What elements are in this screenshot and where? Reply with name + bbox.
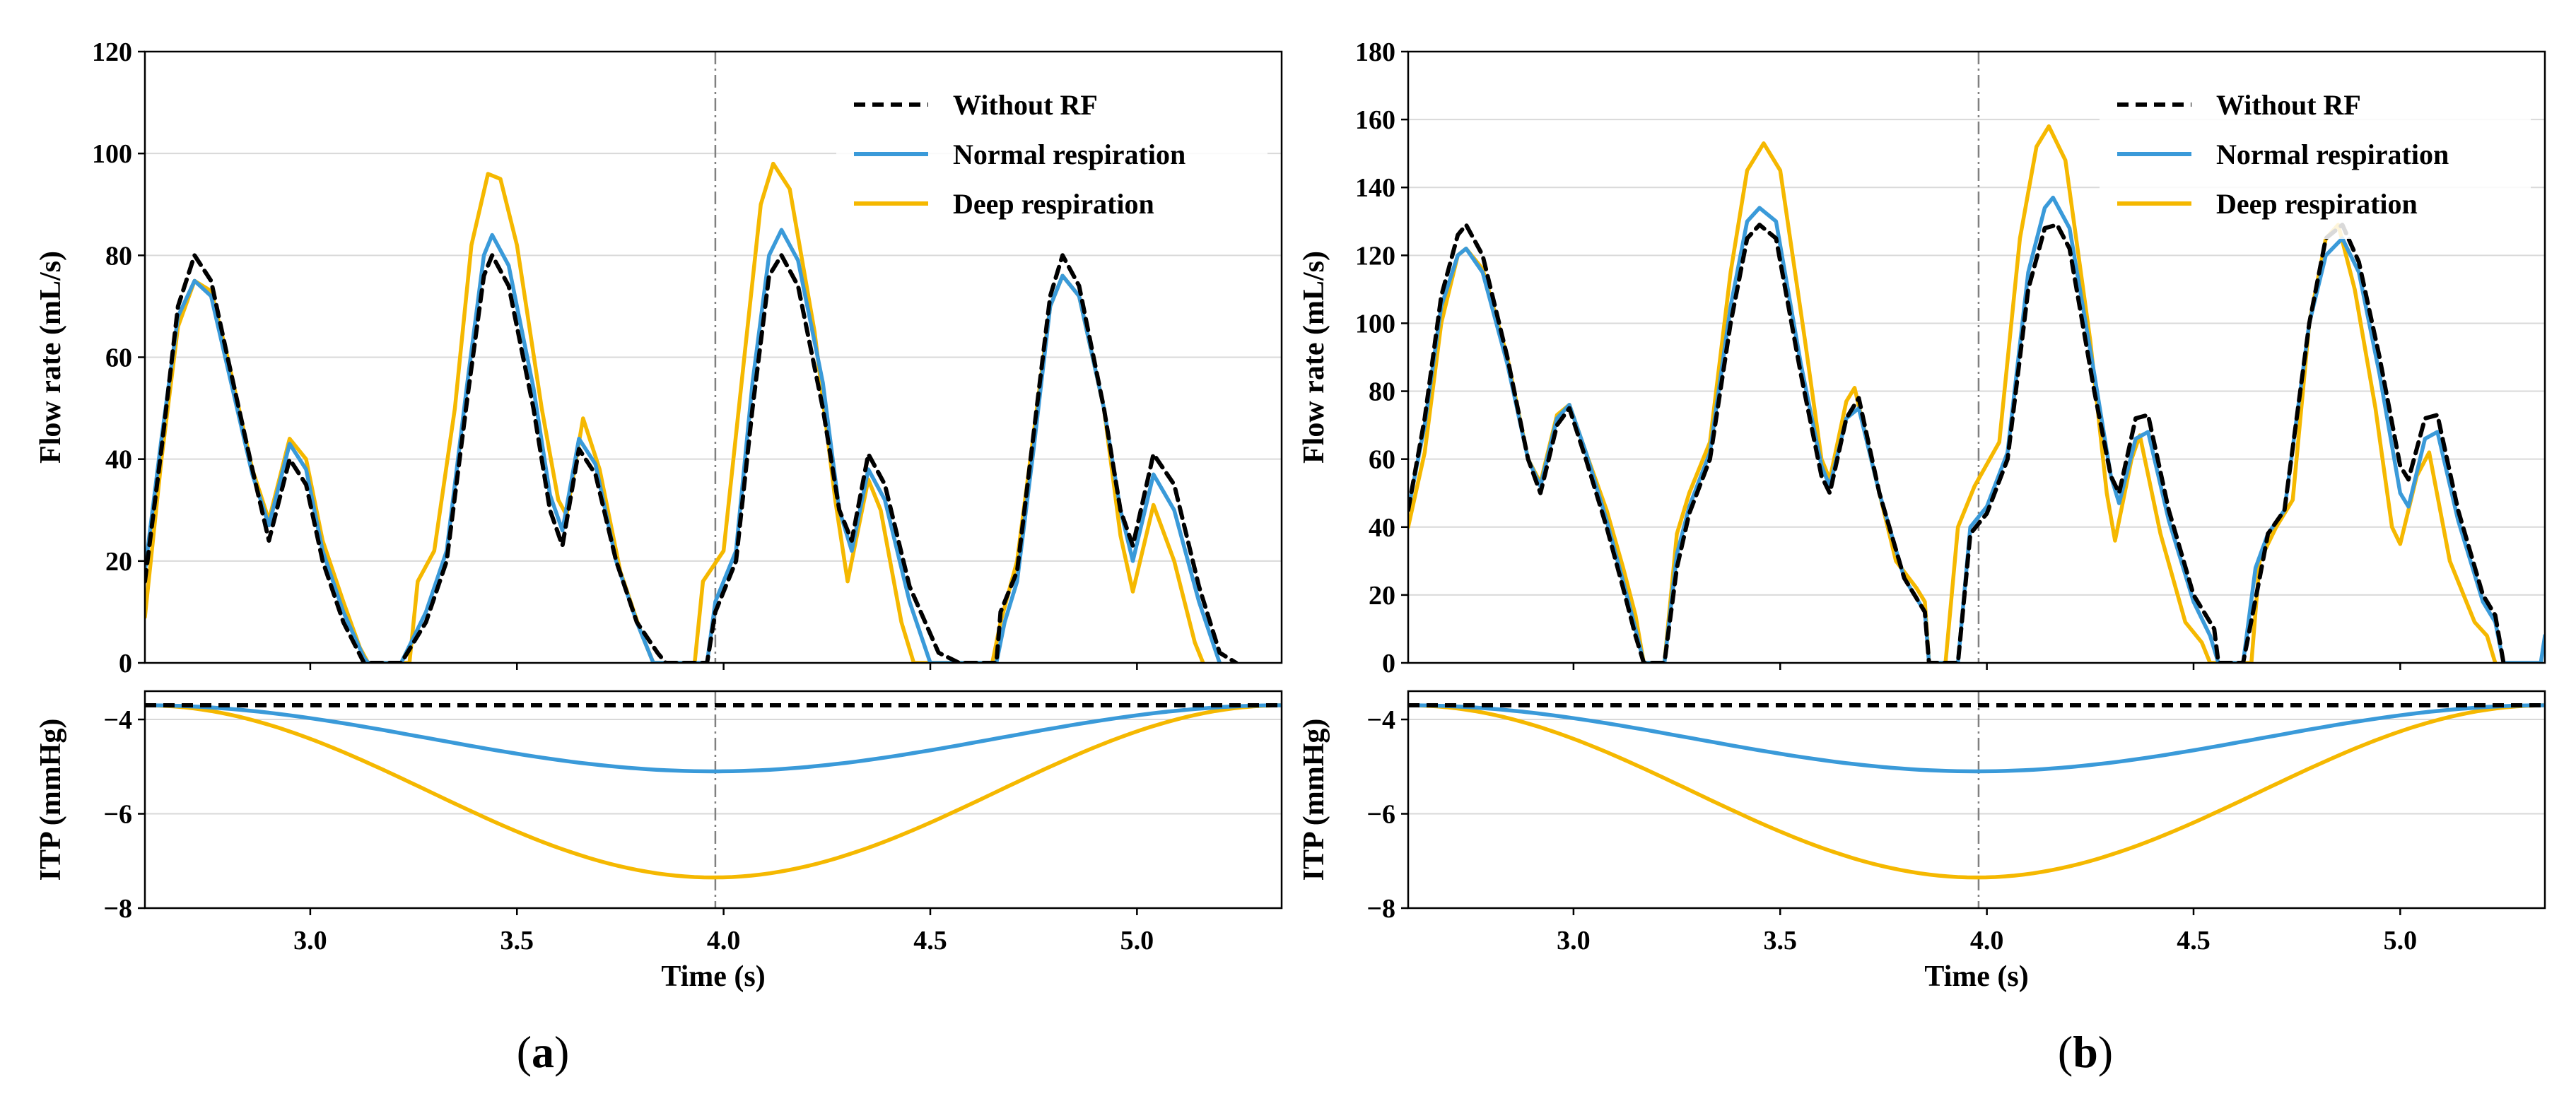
xtick-label: 3.5 bbox=[1764, 926, 1798, 955]
itp-ytick-label: −6 bbox=[103, 800, 132, 830]
flow-axes-frame bbox=[1407, 50, 2546, 664]
panel-b: 0 20 40 60 80 100 120 140 160 180 Flow rate (mL/s)… bbox=[1298, 37, 2546, 1077]
legend: Without RF Normal respiration Deep respira… bbox=[836, 69, 1267, 239]
itp-ytick-label: −4 bbox=[1366, 705, 1395, 735]
itp-ytick-label: −4 bbox=[103, 705, 132, 735]
itp-series-normal-respiration bbox=[144, 703, 1282, 774]
flow-ytick-label: 20 bbox=[1369, 581, 1395, 611]
xtick-label: 3.5 bbox=[500, 926, 534, 955]
xtick-label: 3.0 bbox=[293, 926, 327, 955]
xtick-label: 3.0 bbox=[1557, 926, 1591, 955]
flow-axes-frame bbox=[144, 50, 1283, 664]
itp-ytick-label: −8 bbox=[1366, 894, 1395, 924]
itp-series-deep-respiration bbox=[144, 703, 1282, 880]
legend-label-deep-respiration: Deep respiration bbox=[953, 188, 1154, 220]
flow-ytick-label: 0 bbox=[1382, 649, 1395, 678]
flow-ytick-label: 60 bbox=[105, 343, 132, 373]
panel-label: (b) bbox=[2058, 1027, 2113, 1077]
xtick-label: 5.0 bbox=[2384, 926, 2418, 955]
itp-axes-frame bbox=[144, 690, 1283, 910]
flow-series-normal-respiration bbox=[145, 228, 1222, 663]
legend-label-without-rf: Without RF bbox=[2216, 89, 2361, 121]
itp-ylabel: ITP (mmHg) bbox=[35, 719, 67, 881]
flow-ytick-label: 80 bbox=[105, 241, 132, 271]
flow-ytick-label: 100 bbox=[92, 139, 132, 169]
itp-series-deep-respiration bbox=[1407, 703, 2546, 880]
itp-series-normal-respiration bbox=[1407, 703, 2546, 774]
panel-label: (a) bbox=[517, 1027, 570, 1077]
panel-a: 0 20 40 60 80 100 120 Flow rate (mL/s) Without R… bbox=[35, 37, 1283, 1077]
flow-ytick-label: 180 bbox=[1355, 37, 1395, 67]
panel-label-letter: a bbox=[532, 1027, 554, 1077]
flow-ytick-label: 120 bbox=[92, 37, 132, 67]
xtick-label: 4.0 bbox=[707, 926, 741, 955]
xlabel: Time (s) bbox=[661, 960, 765, 993]
flow-ytick-label: 60 bbox=[1369, 445, 1395, 475]
itp-axes-frame bbox=[1407, 690, 2546, 910]
flow-ytick-label: 140 bbox=[1355, 173, 1395, 203]
itp-subplot: −4 −6 −8 3.0 3.5 4.0 4.5 5.0 ITP (mmHg) bbox=[1298, 690, 2546, 955]
flow-ylabel: Flow rate (mL/s) bbox=[35, 251, 67, 464]
flow-ytick-label: 100 bbox=[1355, 309, 1395, 339]
itp-ylabel: ITP (mmHg) bbox=[1298, 719, 1330, 881]
flow-ytick-label: 40 bbox=[1369, 513, 1395, 543]
flow-ylabel: Flow rate (mL/s) bbox=[1298, 251, 1330, 464]
itp-ytick-label: −6 bbox=[1366, 800, 1395, 830]
flow-ytick-label: 20 bbox=[105, 547, 132, 577]
flow-ytick-label: 40 bbox=[105, 445, 132, 475]
panel-label-open: ( bbox=[517, 1027, 532, 1077]
panel-label-close: ) bbox=[554, 1027, 569, 1077]
flow-ytick-label: 80 bbox=[1369, 377, 1395, 407]
flow-subplot: 0 20 40 60 80 100 120 140 160 180 Flow rate (mL/s)… bbox=[1298, 37, 2546, 678]
flow-ytick-label: 160 bbox=[1355, 105, 1395, 135]
xtick-label: 4.5 bbox=[913, 926, 947, 955]
legend-label-without-rf: Without RF bbox=[953, 89, 1098, 121]
panel-label-open: ( bbox=[2058, 1027, 2073, 1077]
legend-label-deep-respiration: Deep respiration bbox=[2216, 188, 2418, 220]
itp-ytick-label: −8 bbox=[103, 894, 132, 924]
xlabel: Time (s) bbox=[1924, 960, 2028, 993]
flow-series-without-rf bbox=[145, 253, 1239, 663]
legend-label-normal-respiration: Normal respiration bbox=[2216, 139, 2449, 170]
legend: Without RF Normal respiration Deep respira… bbox=[2100, 69, 2531, 239]
flow-series-group bbox=[145, 161, 1239, 663]
flow-ytick-label: 0 bbox=[119, 649, 132, 678]
xtick-label: 4.0 bbox=[1970, 926, 2004, 955]
xtick-label: 4.5 bbox=[2177, 926, 2211, 955]
xtick-label: 5.0 bbox=[1120, 926, 1154, 955]
flow-ytick-label: 120 bbox=[1355, 241, 1395, 271]
panel-label-letter: b bbox=[2073, 1027, 2098, 1077]
flow-subplot: 0 20 40 60 80 100 120 Flow rate (mL/s) Without R… bbox=[35, 37, 1283, 678]
panel-label-close: ) bbox=[2098, 1027, 2113, 1077]
itp-subplot: −4 −6 −8 3.0 3.5 4.0 4.5 5.0 ITP (mmHg) bbox=[35, 690, 1283, 955]
legend-label-normal-respiration: Normal respiration bbox=[953, 139, 1185, 170]
